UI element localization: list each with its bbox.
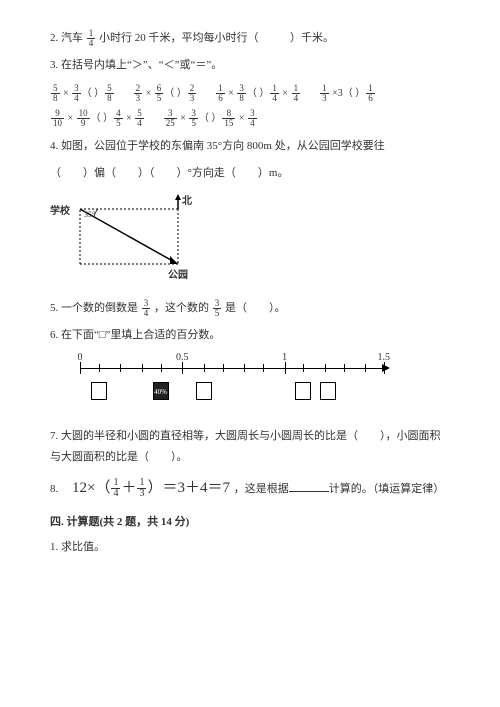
q8-tail-b: 计算的。（填运算定律）	[329, 483, 445, 495]
q5-mid: ，这个数的	[154, 302, 209, 314]
q3-expression: 325 × 35（ ）815 × 34	[163, 109, 258, 128]
q8-equation: 12×（14＋13）＝3＋4＝7	[72, 480, 234, 496]
fraction: 14	[292, 84, 301, 103]
tick-major	[384, 362, 385, 374]
question-8: 8. 12×（14＋13）＝3＋4＝7 ，这是根据 计算的。（填运算定律）	[50, 474, 450, 503]
tick-minor	[99, 364, 100, 372]
fraction: 325	[164, 109, 177, 128]
fraction: 14	[270, 84, 279, 103]
question-7: 7. 大圆的半径和小圆的直径相等，大圆周长与小圆周长的比是（ ），小圆面积与大圆…	[50, 426, 450, 468]
fraction: 910	[51, 109, 64, 128]
section-4-heading: 四. 计算题(共 2 题，共 14 分)	[50, 512, 450, 533]
q5-prefix: 5. 一个数的倒数是	[50, 302, 138, 314]
fraction: 65	[155, 84, 164, 103]
numberline-axis	[80, 368, 382, 369]
tick-major	[182, 362, 183, 374]
fraction: 13	[320, 84, 329, 103]
numberline-box	[91, 382, 107, 400]
fraction: 23	[188, 84, 197, 103]
numberline-box	[196, 382, 212, 400]
tick-major	[285, 362, 286, 374]
question-6-numberline: 0 0.5 1 1.5 40%	[50, 352, 450, 412]
fraction: 815	[222, 109, 235, 128]
q3-expression: 23 × 65（ ）23	[133, 84, 198, 103]
q2-frac: 1 4	[87, 29, 96, 48]
fraction: 109	[77, 109, 90, 128]
numberline-box	[320, 382, 336, 400]
tick-major	[80, 362, 81, 374]
q3-expression: 16 × 38（ ）14 × 14	[215, 84, 301, 103]
tick-minor	[120, 364, 121, 372]
q8-tail-a: ，这是根据	[234, 483, 289, 495]
fraction: 38	[237, 84, 246, 103]
section-4-q1: 1. 求比值。	[50, 537, 450, 558]
tick-minor	[161, 364, 162, 372]
q3-expression: 58 × 34（ ）58	[50, 84, 115, 103]
question-4-line2: （ ）偏（ ）（ ）°方向走（ ）m。	[50, 163, 450, 184]
diagram-label-north: 北	[182, 192, 192, 211]
fraction: 54	[135, 109, 144, 128]
fraction: 35	[189, 109, 198, 128]
tick-minor	[204, 364, 205, 372]
question-2: 2. 汽车 1 4 小时行 20 千米，平均每小时行（ ）千米。	[50, 28, 450, 49]
question-4-diagram: 学校 35° 北 公园	[50, 194, 200, 284]
fraction: 16	[216, 84, 225, 103]
fraction: 23	[134, 84, 143, 103]
question-3-text: 3. 在括号内填上“＞”、“＜”或“＝”。	[50, 55, 450, 76]
tick-minor	[142, 364, 143, 372]
tick-minor	[223, 364, 224, 372]
question-5: 5. 一个数的倒数是 3 4 ，这个数的 3 5 是（ ）。	[50, 298, 450, 319]
tick-minor	[325, 364, 326, 372]
numberline-box: 40%	[153, 382, 169, 400]
tick-minor	[244, 364, 245, 372]
diagram-label-school: 学校	[50, 202, 70, 221]
tick-minor	[365, 364, 366, 372]
fraction: 16	[366, 84, 375, 103]
q8-blank	[289, 482, 329, 492]
fraction: 58	[105, 84, 114, 103]
question-6-text: 6. 在下面“□”里填上合适的百分数。	[50, 325, 450, 346]
q5-frac1: 3 4	[142, 299, 151, 318]
diagram-label-park: 公园	[168, 266, 188, 285]
q8-prefix: 8.	[50, 483, 69, 495]
q2-mid: 小时行 20 千米，平均每小时行（	[99, 32, 259, 44]
q5-frac2: 3 5	[213, 299, 222, 318]
q3-expression: 910 × 109（ ）45 × 54	[50, 109, 145, 128]
tick-minor	[263, 364, 264, 372]
numberline-box	[295, 382, 311, 400]
q3-expression: 13 ×3（ ）16	[319, 84, 376, 103]
question-4-line1: 4. 如图，公园位于学校的东偏南 35°方向 800m 处，从公园回学校要往	[50, 136, 450, 157]
q5-suffix: 是（ ）。	[225, 302, 286, 314]
tick-minor	[344, 364, 345, 372]
question-3-expressions: 58 × 34（ ）58 23 × 65（ ）23 16 × 38（ ）14 × 1…	[50, 84, 450, 128]
q2-prefix: 2. 汽车	[50, 32, 83, 44]
q2-suffix: ）千米。	[290, 32, 334, 44]
tick-minor	[303, 364, 304, 372]
fraction: 34	[248, 109, 257, 128]
q2-blank	[261, 32, 287, 44]
fraction: 45	[114, 109, 123, 128]
fraction: 58	[51, 84, 60, 103]
fraction: 34	[72, 84, 81, 103]
diagram-label-angle: 35°	[84, 207, 95, 222]
